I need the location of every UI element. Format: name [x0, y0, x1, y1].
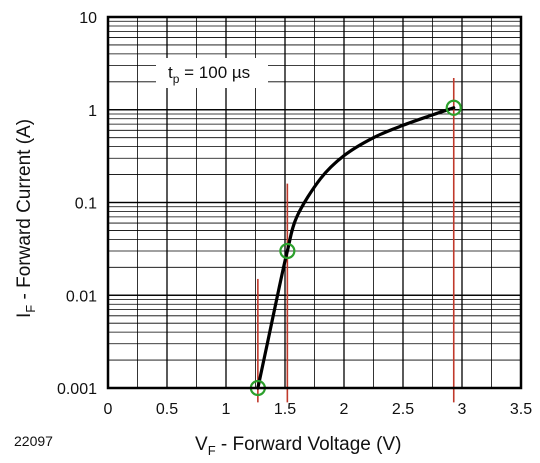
x-tick-label: 2.5 — [392, 401, 414, 418]
x-tick-label: 2 — [340, 401, 349, 418]
y-axis-label-sub: F — [23, 305, 38, 313]
y-tick-label: 0.001 — [57, 381, 97, 398]
forward-current-curve — [256, 106, 456, 390]
vertical-marker-lines — [257, 77, 455, 403]
y-axis-label: IF - Forward Current (A) — [14, 119, 38, 318]
pulse-width-annotation: tp = 100 µs — [156, 58, 268, 88]
y-tick-label: 0.01 — [66, 288, 97, 305]
x-axis-label-main: V — [195, 434, 208, 455]
highlight-circle — [445, 99, 462, 116]
x-tick-label: 3 — [458, 401, 467, 418]
y-tick-label: 0.1 — [75, 196, 97, 213]
highlight-circles — [249, 99, 462, 397]
y-axis-label-main: I — [14, 313, 35, 318]
plot-frame — [106, 15, 523, 390]
x-axis-label: VF - Forward Voltage (V) — [195, 434, 401, 458]
figure-code: 22097 — [14, 433, 53, 449]
x-tick-label: 0 — [104, 401, 113, 418]
x-tick-label: 3.5 — [510, 401, 532, 418]
series-line — [256, 106, 456, 390]
x-tick-label: 1.5 — [274, 401, 296, 418]
x-tick-labels: 0 0.5 1 1.5 2 2.5 3 3.5 — [104, 401, 533, 418]
highlight-circle — [279, 242, 296, 260]
y-tick-labels: 0.001 0.01 0.1 1 10 — [57, 10, 97, 398]
y-tick-label: 10 — [79, 10, 97, 27]
annotation-text: tp = 100 µs — [168, 63, 250, 86]
y-tick-label: 1 — [88, 103, 97, 120]
y-axis-label-rest: - Forward Current (A) — [14, 119, 35, 305]
x-tick-label: 0.5 — [156, 401, 178, 418]
x-tick-label: 1 — [222, 401, 231, 418]
annotation-rest: = 100 µs — [179, 63, 250, 82]
annotation-main: t — [168, 63, 173, 82]
x-axis-label-sub: F — [208, 443, 216, 458]
x-axis-label-rest: - Forward Voltage (V) — [216, 434, 402, 455]
annotation-sub: p — [173, 72, 180, 86]
